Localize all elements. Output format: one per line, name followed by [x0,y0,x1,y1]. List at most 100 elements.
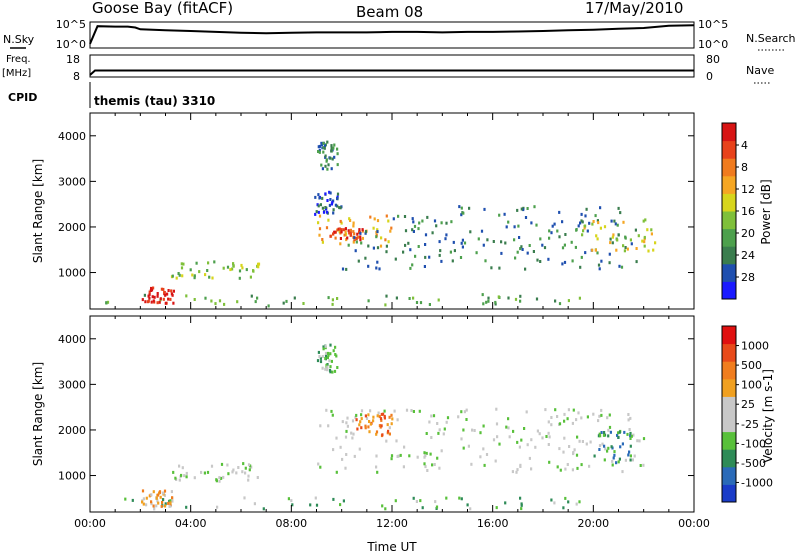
heatmap-cell [375,432,378,436]
heatmap-cell [538,432,541,436]
heatmap-cell [353,454,356,458]
heatmap-cell [390,422,393,426]
heatmap-cell [164,504,167,508]
nsky-panel: N.Sky 10^5 10^0 10^5 10^0 N.Search [3,18,796,51]
heatmap-cell [335,436,338,440]
heatmap-cell [563,260,567,264]
heatmap-cell [388,432,391,436]
heatmap-cell [519,247,522,251]
heatmap-cell [360,413,363,417]
heatmap-cell [460,410,463,414]
heatmap-cell [412,230,415,233]
heatmap-cell [627,453,630,457]
heatmap-cell [216,505,219,509]
heatmap-cell [629,458,632,462]
heatmap-cell [511,470,514,474]
heatmap-cell [345,267,348,271]
heatmap-cell [450,220,453,224]
heatmap-cell [445,420,448,424]
colorbar-tick-label: 12 [741,183,755,196]
heatmap-cell [591,222,594,226]
heatmap-cell [334,345,337,349]
heatmap-cell [189,268,192,272]
heatmap-cell [356,232,359,236]
heatmap-cell [171,274,174,278]
heatmap-cell [618,264,621,268]
heatmap-cell [558,210,561,214]
heatmap-cell [325,408,328,412]
heatmap-cell [425,432,428,435]
colorbar-segment [722,466,736,485]
heatmap-cell [598,448,601,451]
heatmap-cell [444,237,447,241]
heatmap-cell [515,470,518,474]
heatmap-cell [424,243,427,246]
nave-tick-top: 80 [706,53,720,66]
heatmap-cell [598,432,601,436]
heatmap-cell [185,505,188,509]
heatmap-cell [617,233,620,237]
heatmap-cell [418,409,421,413]
heatmap-cell [330,167,333,171]
heatmap-cell [358,447,361,451]
heatmap-cell [329,191,332,195]
heatmap-cell [314,195,317,199]
heatmap-cell [431,463,434,467]
heatmap-cell [588,221,591,225]
heatmap-cell [332,211,335,215]
colorbar-tick-label: 24 [741,249,755,262]
heatmap-cell [141,298,144,302]
heatmap-cell [235,471,238,475]
heatmap-cell [384,507,387,511]
heatmap-cell [329,352,332,356]
heatmap-cell [494,459,497,463]
heatmap-cell [237,466,240,469]
heatmap-cell [317,204,320,208]
heatmap-cell [249,464,252,468]
heatmap-cell [185,294,188,298]
heatmap-cell [142,502,145,506]
heatmap-cell [347,243,350,247]
heatmap-cell [339,445,342,449]
heatmap-cell [503,212,506,216]
heatmap-cell [423,455,426,459]
heatmap-cell [500,251,503,255]
heatmap-cell [554,408,557,412]
heatmap-cell [544,408,547,412]
heatmap-cell [323,144,327,148]
heatmap-cell [507,426,510,430]
colorbar-tick-label: 4 [741,139,748,152]
heatmap-cell [152,504,155,508]
heatmap-cell [442,432,445,436]
heatmap-cell [315,210,318,214]
heatmap-cell [528,456,531,460]
heatmap-cell [568,445,571,448]
heatmap-cell [437,431,440,435]
heatmap-cell [424,465,427,469]
heatmap-cell [267,304,270,308]
heatmap-cell [426,215,429,219]
heatmap-cell [326,356,329,360]
heatmap-cell [520,507,523,511]
heatmap-cell [607,434,610,438]
heatmap-cell [372,419,375,423]
heatmap-cell [231,470,234,474]
heatmap-cell [435,505,439,509]
heatmap-cell [615,248,618,252]
heatmap-cell [462,446,465,450]
heatmap-cell [324,164,327,168]
heatmap-cell [634,228,637,232]
heatmap-cell [482,243,485,247]
heatmap-cell [105,301,108,305]
heatmap-cell [516,208,519,212]
heatmap-cell [317,150,320,153]
heatmap-cell [513,225,516,229]
heatmap-cell [525,410,528,414]
heatmap-cell [218,476,221,480]
heatmap-cell [548,435,551,439]
heatmap-cell [325,363,328,367]
heatmap-cell [588,464,591,468]
heatmap-cell [412,220,415,224]
heatmap-cell [485,453,489,456]
heatmap-cell [419,301,423,305]
